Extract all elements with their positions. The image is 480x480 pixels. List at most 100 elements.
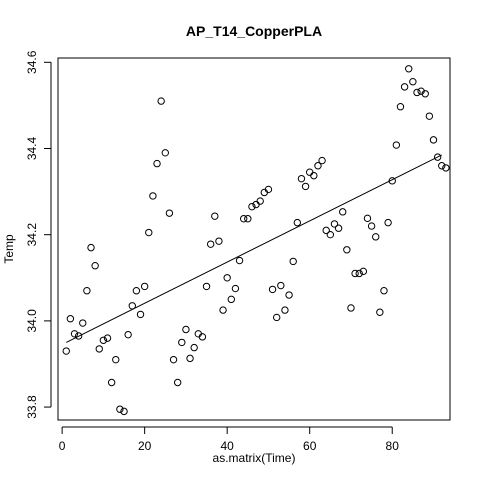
- x-axis: 0 20 40 60 80: [59, 426, 400, 453]
- data-point: [363, 214, 372, 223]
- data-point: [334, 224, 343, 232]
- data-point: [405, 65, 413, 73]
- chart-title: AP_T14_CopperPLA: [186, 23, 322, 39]
- data-point: [231, 284, 240, 293]
- data-point: [326, 230, 335, 239]
- data-point: [429, 136, 438, 144]
- data-point: [355, 269, 363, 278]
- data-point: [367, 222, 376, 230]
- x-axis-label: as.matrix(Time): [213, 451, 296, 465]
- data-point: [206, 240, 215, 248]
- data-point: [95, 345, 103, 353]
- data-point: [145, 228, 153, 237]
- data-point: [107, 378, 116, 387]
- y-tick-label: 34.6: [25, 50, 39, 74]
- data-point: [136, 310, 145, 319]
- data-point: [124, 330, 132, 339]
- y-axis-label: Temp: [2, 234, 16, 264]
- data-point: [182, 325, 190, 334]
- data-point: [244, 215, 252, 223]
- data-point: [339, 208, 347, 216]
- data-points: [62, 65, 450, 416]
- y-tick-label: 34.4: [25, 136, 39, 160]
- data-point: [322, 226, 330, 235]
- data-point: [87, 243, 95, 252]
- data-point: [190, 343, 198, 352]
- x-tick-label: 0: [59, 439, 66, 453]
- data-point: [372, 233, 380, 241]
- data-point: [380, 287, 388, 295]
- data-point: [62, 347, 70, 355]
- data-point: [388, 177, 396, 185]
- data-point: [409, 78, 417, 86]
- data-point: [132, 287, 141, 295]
- data-point: [103, 334, 112, 342]
- data-point: [297, 174, 306, 183]
- data-point: [235, 256, 244, 265]
- plot-area-border: [57, 57, 451, 421]
- data-point: [272, 313, 281, 322]
- data-point: [359, 267, 368, 276]
- data-point: [178, 338, 186, 347]
- data-point: [417, 87, 425, 95]
- y-tick-label: 33.8: [25, 395, 39, 419]
- data-point: [70, 330, 79, 338]
- data-point: [112, 355, 120, 364]
- data-point: [347, 304, 355, 312]
- x-tick-label: 40: [220, 439, 234, 453]
- data-point: [285, 291, 293, 299]
- data-point: [140, 282, 149, 291]
- data-point: [223, 274, 231, 282]
- data-point: [396, 102, 405, 111]
- data-point: [433, 153, 442, 161]
- data-point: [157, 97, 165, 105]
- x-tick-label: 80: [386, 439, 400, 453]
- data-point: [239, 215, 248, 223]
- data-point: [215, 237, 223, 245]
- data-point: [120, 407, 128, 416]
- data-point: [289, 257, 297, 266]
- data-point: [169, 355, 178, 364]
- data-point: [227, 295, 236, 304]
- data-point: [318, 156, 326, 165]
- y-tick-label: 34.2: [25, 223, 39, 247]
- data-point: [128, 302, 136, 310]
- data-point: [330, 220, 339, 228]
- data-point: [248, 202, 256, 211]
- data-point: [376, 308, 384, 316]
- data-point: [99, 336, 108, 344]
- data-point: [421, 90, 429, 98]
- data-point: [211, 212, 219, 220]
- y-axis: 33.8 34.0 34.2 34.4 34.6: [25, 50, 52, 419]
- y-tick-label: 34.0: [25, 309, 39, 333]
- x-tick-label: 20: [138, 439, 152, 453]
- data-point: [392, 141, 401, 149]
- data-point: [66, 315, 75, 323]
- data-point: [161, 149, 169, 157]
- data-point: [281, 306, 289, 314]
- data-point: [219, 306, 227, 314]
- data-point: [384, 218, 392, 227]
- data-point: [83, 287, 91, 295]
- data-point: [438, 162, 446, 170]
- data-point: [268, 285, 277, 294]
- data-point: [293, 218, 302, 227]
- data-point: [173, 378, 182, 387]
- data-point: [116, 405, 124, 413]
- data-point: [198, 333, 207, 341]
- data-point: [301, 182, 310, 191]
- data-point: [413, 88, 421, 97]
- data-point: [79, 319, 87, 327]
- data-point: [149, 192, 157, 200]
- data-point: [351, 269, 359, 278]
- data-point: [202, 282, 211, 291]
- data-point: [256, 197, 264, 205]
- data-point: [400, 83, 409, 91]
- regression-fit-line: [66, 154, 442, 343]
- data-point: [153, 159, 161, 168]
- data-point: [425, 112, 434, 120]
- data-point: [74, 332, 83, 340]
- data-point: [277, 281, 285, 290]
